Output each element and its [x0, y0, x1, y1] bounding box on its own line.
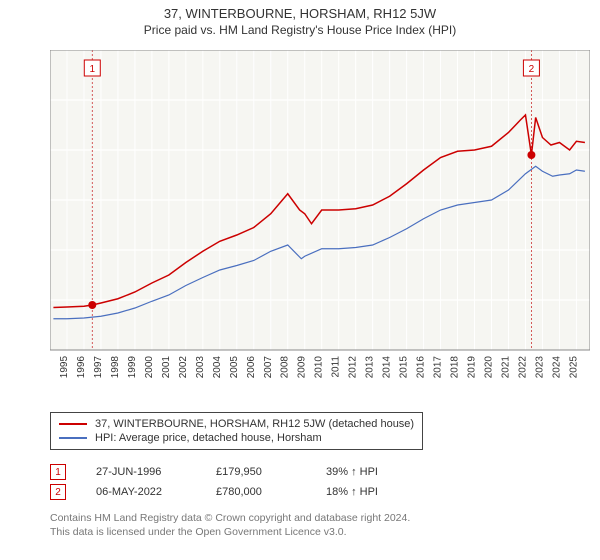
svg-text:2023: 2023: [534, 356, 545, 379]
svg-text:2004: 2004: [212, 356, 223, 379]
svg-text:2025: 2025: [568, 356, 579, 379]
svg-text:2005: 2005: [229, 356, 240, 379]
svg-text:2019: 2019: [467, 356, 478, 379]
legend-swatch: [59, 437, 87, 439]
marker-number: 2: [50, 484, 66, 500]
svg-text:1997: 1997: [93, 356, 104, 379]
svg-text:2002: 2002: [178, 356, 189, 379]
chart-svg: £0£200K£400K£600K£800K£1M£1.2M1994199519…: [50, 50, 590, 380]
svg-text:1996: 1996: [76, 356, 87, 379]
svg-text:2015: 2015: [399, 356, 410, 379]
marker-price: £179,950: [216, 466, 296, 478]
svg-text:2012: 2012: [348, 356, 359, 379]
page-subtitle: Price paid vs. HM Land Registry's House …: [0, 21, 600, 41]
svg-text:1999: 1999: [127, 356, 138, 379]
svg-text:2007: 2007: [263, 356, 274, 379]
svg-text:2017: 2017: [433, 356, 444, 379]
page-title: 37, WINTERBOURNE, HORSHAM, RH12 5JW: [0, 0, 600, 21]
svg-text:2014: 2014: [382, 356, 393, 379]
marker-table: 1 27-JUN-1996 £179,950 39% ↑ HPI 2 06-MAY-202…: [50, 462, 416, 502]
marker-note: 39% ↑ HPI: [326, 466, 416, 478]
svg-text:1994: 1994: [50, 356, 53, 379]
legend-swatch: [59, 423, 87, 425]
legend-label: 37, WINTERBOURNE, HORSHAM, RH12 5JW (det…: [95, 418, 414, 430]
svg-text:2006: 2006: [246, 356, 257, 379]
svg-text:2024: 2024: [551, 356, 562, 379]
svg-text:2000: 2000: [144, 356, 155, 379]
svg-text:2021: 2021: [500, 356, 511, 379]
svg-text:1: 1: [90, 64, 96, 75]
footer-attribution: Contains HM Land Registry data © Crown c…: [50, 512, 410, 539]
svg-text:2011: 2011: [331, 356, 342, 378]
svg-text:2001: 2001: [161, 356, 172, 379]
price-chart: £0£200K£400K£600K£800K£1M£1.2M1994199519…: [50, 50, 590, 380]
marker-number: 1: [50, 464, 66, 480]
marker-row: 2 06-MAY-2022 £780,000 18% ↑ HPI: [50, 482, 416, 502]
svg-text:2022: 2022: [517, 356, 528, 379]
svg-text:1998: 1998: [110, 356, 121, 379]
marker-note: 18% ↑ HPI: [326, 486, 416, 498]
marker-date: 27-JUN-1996: [96, 466, 186, 478]
svg-text:2020: 2020: [484, 356, 495, 379]
svg-text:2009: 2009: [297, 356, 308, 379]
svg-text:2: 2: [529, 64, 535, 75]
svg-text:2016: 2016: [416, 356, 427, 379]
svg-text:2013: 2013: [365, 356, 376, 379]
footer-line-2: This data is licensed under the Open Gov…: [50, 526, 410, 540]
svg-text:1995: 1995: [59, 356, 70, 379]
marker-price: £780,000: [216, 486, 296, 498]
marker-date: 06-MAY-2022: [96, 486, 186, 498]
legend-item: HPI: Average price, detached house, Hors…: [59, 431, 414, 445]
svg-text:2018: 2018: [450, 356, 461, 379]
footer-line-1: Contains HM Land Registry data © Crown c…: [50, 512, 410, 526]
legend-item: 37, WINTERBOURNE, HORSHAM, RH12 5JW (det…: [59, 417, 414, 431]
svg-text:2010: 2010: [314, 356, 325, 379]
legend: 37, WINTERBOURNE, HORSHAM, RH12 5JW (det…: [50, 412, 423, 450]
svg-text:2008: 2008: [280, 356, 291, 379]
marker-row: 1 27-JUN-1996 £179,950 39% ↑ HPI: [50, 462, 416, 482]
svg-text:2003: 2003: [195, 356, 206, 379]
legend-label: HPI: Average price, detached house, Hors…: [95, 432, 322, 444]
